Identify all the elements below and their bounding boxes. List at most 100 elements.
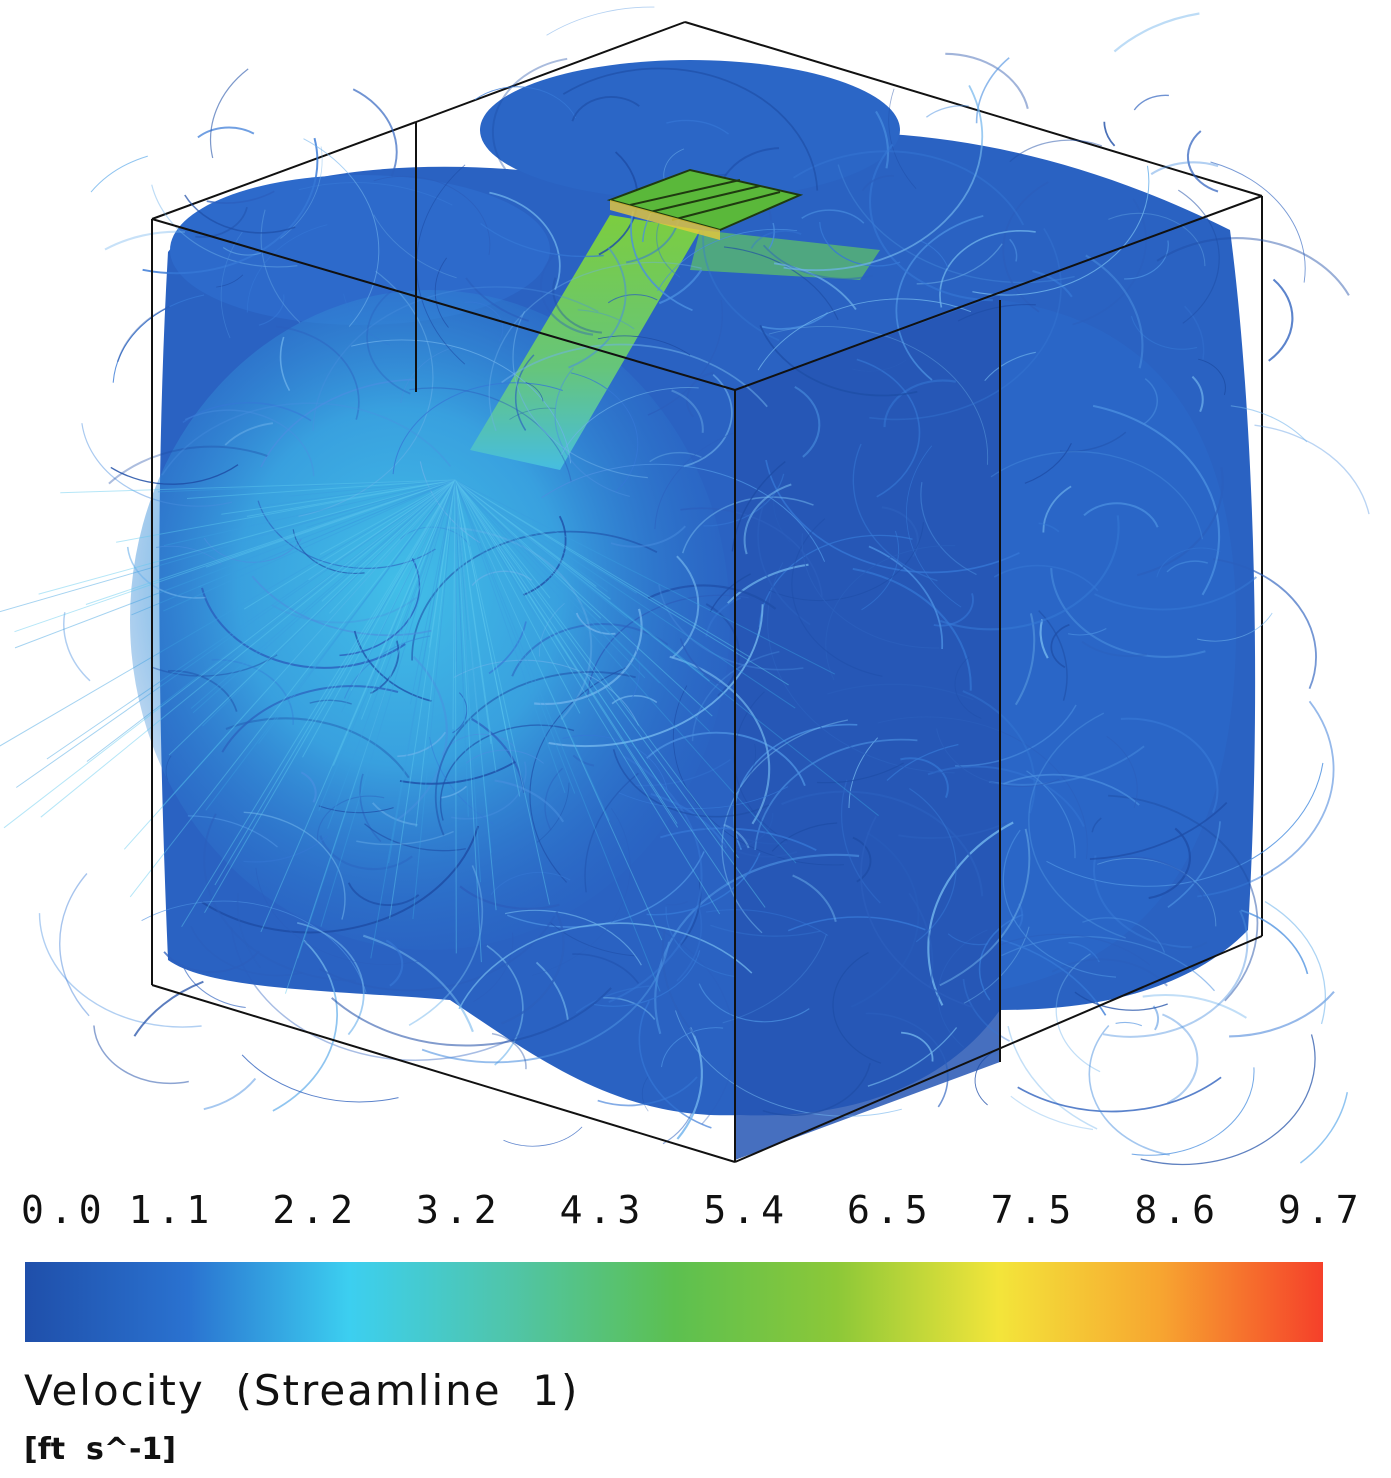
streamline-trace xyxy=(1184,305,1205,360)
streamline-trace xyxy=(825,545,956,681)
streamline-trace xyxy=(936,728,1060,788)
streamline-trace xyxy=(1140,1034,1316,1166)
jet-streamline xyxy=(454,479,540,609)
streamline-trace xyxy=(451,761,527,820)
jet-streamline xyxy=(400,479,456,633)
streamline-trace xyxy=(165,755,172,780)
jet-streamline xyxy=(454,479,492,853)
streamline-trace xyxy=(38,913,202,1028)
streamline-trace xyxy=(1108,212,1206,267)
streamline-trace xyxy=(920,240,949,268)
streamline-trace xyxy=(81,423,233,507)
streamline-trace xyxy=(908,892,934,988)
streamline-trace xyxy=(488,261,702,432)
jet-streamline xyxy=(454,479,729,886)
jet-streamline xyxy=(192,479,456,714)
streamline-trace xyxy=(260,378,415,468)
streamline-trace xyxy=(571,96,640,122)
streamline-trace xyxy=(1191,375,1204,413)
streamline-trace xyxy=(661,929,697,1036)
jet-streamline xyxy=(454,479,469,640)
jet-streamline xyxy=(332,479,456,766)
streamline-trace xyxy=(471,717,526,793)
streamline-trace xyxy=(640,919,735,1125)
jet-streamline xyxy=(454,479,551,599)
streamline-trace xyxy=(791,518,883,677)
jet-streamline xyxy=(321,479,456,602)
streamline-trace xyxy=(762,1063,871,1117)
jet-streamline xyxy=(454,479,663,941)
jet-streamline xyxy=(205,479,456,568)
streamline-trace xyxy=(761,311,829,330)
streamline-trace xyxy=(364,823,466,852)
streamline-trace xyxy=(512,311,648,479)
colorbar-tick-label: 7.5 xyxy=(990,1188,1078,1232)
streamline-trace xyxy=(625,628,640,700)
streamline-trace xyxy=(400,347,453,404)
streamline-trace xyxy=(504,909,642,966)
streamline-trace xyxy=(1162,1013,1199,1104)
streamline-trace xyxy=(184,194,296,234)
streamline-trace xyxy=(474,86,577,119)
jet-streamline xyxy=(14,479,456,649)
streamline-trace xyxy=(1002,181,1049,313)
streamline-trace xyxy=(397,731,447,758)
streamline-trace xyxy=(666,901,689,906)
streamline-trace xyxy=(671,555,700,659)
jet-streamline xyxy=(308,479,456,581)
streamline-trace xyxy=(827,683,974,701)
jet-streamline xyxy=(360,479,456,720)
streamline-trace xyxy=(1120,856,1206,900)
streamline-trace xyxy=(373,214,457,279)
streamline-trace xyxy=(181,964,246,1009)
streamline-trace xyxy=(852,836,872,883)
jet-streamline xyxy=(320,479,456,927)
streamline-trace xyxy=(618,786,789,809)
streamline-trace xyxy=(665,906,735,978)
streamline-trace xyxy=(1038,522,1060,533)
streamline-trace xyxy=(869,227,1062,421)
streamline-trace xyxy=(523,515,567,596)
streamline-trace xyxy=(292,529,365,574)
streamline-trace xyxy=(1085,254,1144,369)
jet-streamline xyxy=(198,479,456,588)
jet-streamline xyxy=(258,479,456,744)
streamline-visualization xyxy=(0,6,1370,1166)
streamline-trace xyxy=(373,175,491,255)
streamline-trace xyxy=(255,867,424,965)
streamline-trace xyxy=(901,1031,934,1062)
streamline-trace xyxy=(1120,717,1219,813)
streamline-trace xyxy=(794,385,821,458)
streamline-trace xyxy=(396,655,448,821)
jet-streamline xyxy=(454,479,673,803)
streamline-trace xyxy=(658,584,804,671)
jet-streamline xyxy=(157,479,456,493)
streamline-trace xyxy=(860,815,975,1009)
jet-streamline xyxy=(454,479,597,587)
streamline-trace xyxy=(1050,623,1070,669)
streamline-trace xyxy=(998,938,1107,1016)
streamline-trace xyxy=(489,191,561,290)
streamline-trace xyxy=(646,852,761,916)
streamline-trace xyxy=(705,603,740,697)
streamline-trace xyxy=(773,262,857,311)
jet-streamline xyxy=(454,479,711,732)
streamline-trace xyxy=(275,325,360,420)
colorbar-tick-label: 0.0 xyxy=(21,1188,108,1232)
streamline-trace xyxy=(362,934,474,1033)
streamline-trace xyxy=(1010,1095,1094,1131)
streamline-trace xyxy=(1092,404,1221,596)
streamline-trace xyxy=(370,640,400,695)
streamline-trace xyxy=(867,1027,958,1087)
streamline-trace xyxy=(1240,909,1309,975)
streamline-trace xyxy=(954,656,982,719)
streamline-trace xyxy=(641,1075,649,1112)
jet-streamline xyxy=(454,479,457,663)
streamline-trace xyxy=(151,654,278,677)
streamline-trace xyxy=(1032,269,1073,298)
streamline-trace xyxy=(90,155,148,193)
streamline-trace xyxy=(1024,442,1072,484)
jet-streamline xyxy=(204,479,456,914)
streamline-trace xyxy=(1067,628,1107,636)
streamline-trace xyxy=(672,685,845,866)
